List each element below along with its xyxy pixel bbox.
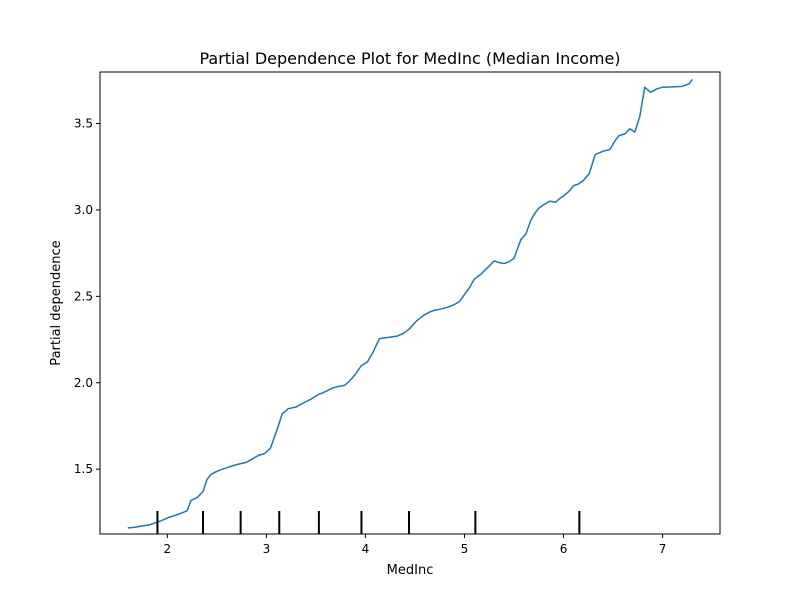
x-tick-label: 3: [263, 542, 271, 556]
pd-line-series-0: [127, 79, 693, 529]
y-tick-label: 3.0: [74, 203, 93, 217]
plot-area: [127, 79, 693, 534]
y-tick-label: 2.5: [74, 289, 93, 303]
y-tick-label: 2.0: [74, 376, 93, 390]
x-axis-ticks: 2 3 4 5 6 7: [164, 534, 667, 556]
x-tick-label: 6: [560, 542, 568, 556]
x-tick-label: 7: [659, 542, 667, 556]
y-tick-label: 3.5: [74, 117, 93, 131]
x-tick-label: 2: [164, 542, 172, 556]
chart-title: Partial Dependence Plot for MedInc (Medi…: [199, 49, 620, 68]
y-tick-label: 1.5: [74, 462, 93, 476]
x-axis-label: MedInc: [387, 563, 434, 578]
x-tick-label: 5: [461, 542, 469, 556]
y-axis-ticks: 1.5 2.0 2.5 3.0 3.5: [74, 117, 100, 476]
plot-frame: [99, 71, 721, 535]
y-axis-label: Partial dependence: [49, 240, 64, 365]
x-tick-label: 4: [362, 542, 370, 556]
